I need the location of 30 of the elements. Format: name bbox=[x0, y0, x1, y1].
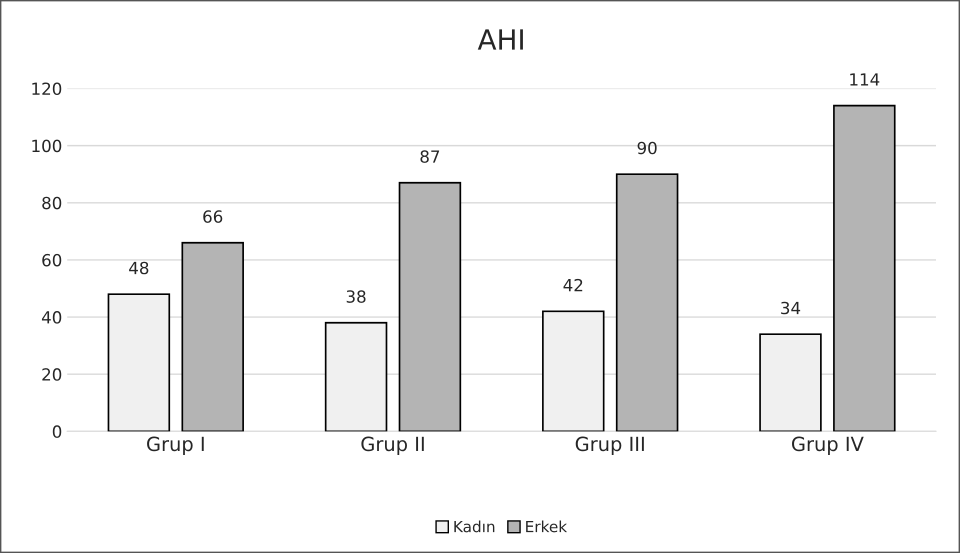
legend-label: Kadın bbox=[454, 520, 494, 532]
y-tick-label: 120 bbox=[32, 82, 62, 96]
bar bbox=[324, 322, 388, 432]
data-label: 90 bbox=[638, 142, 657, 154]
data-label: 42 bbox=[563, 278, 582, 292]
data-label: 114 bbox=[850, 73, 880, 86]
y-tick-label: 40 bbox=[42, 311, 62, 324]
x-tick-label: Grup II bbox=[361, 436, 424, 456]
data-label: 38 bbox=[346, 290, 366, 303]
x-tick-label: Grup III bbox=[576, 436, 644, 456]
bar bbox=[833, 104, 896, 432]
legend-label: Erkek bbox=[526, 520, 568, 532]
chart-title: AHI bbox=[478, 29, 523, 50]
y-tick-label: 80 bbox=[42, 196, 62, 210]
bar bbox=[542, 310, 605, 432]
y-tick-label: 100 bbox=[32, 140, 62, 152]
data-label: 34 bbox=[781, 302, 800, 314]
y-tick-label: 20 bbox=[42, 368, 62, 381]
data-label: 66 bbox=[203, 210, 222, 223]
data-label: 48 bbox=[129, 262, 148, 274]
x-tick-label: Grup I bbox=[147, 436, 204, 456]
x-tick-label: Grup IV bbox=[792, 436, 864, 456]
data-label: 87 bbox=[420, 150, 440, 163]
y-tick-label: 60 bbox=[42, 254, 62, 266]
bar bbox=[108, 293, 170, 432]
bar bbox=[181, 242, 244, 432]
y-tick-label: 0 bbox=[52, 425, 62, 438]
bar bbox=[398, 182, 462, 432]
bar bbox=[616, 173, 678, 432]
bar bbox=[759, 333, 822, 432]
